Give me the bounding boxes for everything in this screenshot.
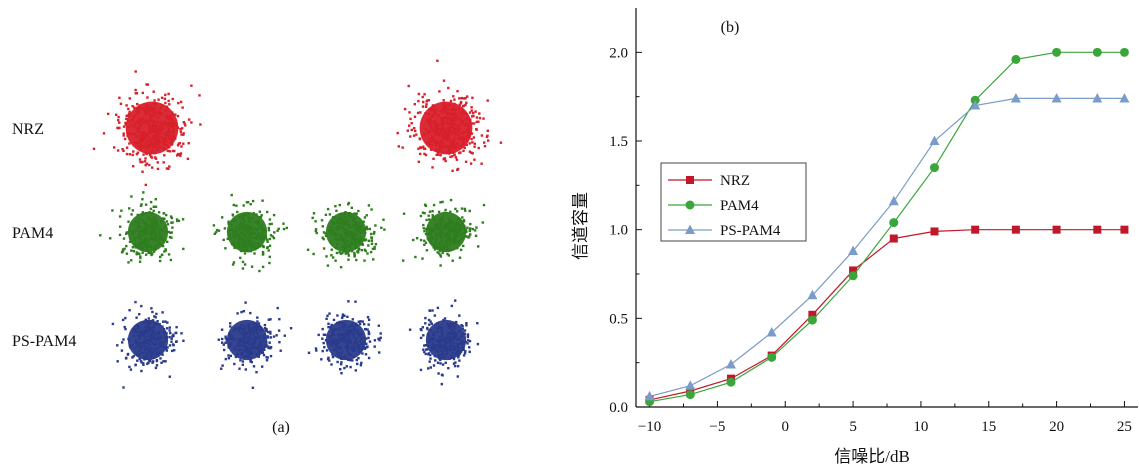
legend-label-ps-pam4: PS-PAM4 — [720, 223, 781, 239]
cluster-ps-pam4-2 — [217, 301, 293, 389]
legend-marker-nrz — [686, 176, 694, 184]
point-ps-pam4 — [970, 100, 981, 110]
row-label-pam4: PAM4 — [12, 225, 53, 242]
x-axis-label: 信噪比/dB — [834, 447, 910, 466]
point-nrz — [849, 266, 858, 275]
series-line-nrz — [649, 229, 1125, 401]
x-tick-label: 20 — [1049, 419, 1064, 435]
point-ps-pam4 — [888, 195, 899, 206]
legend-marker-ps-pam4 — [685, 224, 695, 234]
legend: NRZ PAM4 PS-PAM4 — [660, 162, 807, 242]
point-ps-pam4 — [1092, 92, 1103, 103]
point-ps-pam4 — [685, 380, 696, 390]
point-ps-pam4 — [807, 289, 818, 300]
point-pam4 — [1092, 47, 1102, 57]
point-pam4 — [807, 315, 817, 325]
point-pam4 — [929, 163, 939, 173]
cluster-pam4-1 — [99, 191, 185, 264]
series-line-ps-pam4 — [649, 97, 1125, 397]
panel-b-chart: (b) 0.0 0.5 1.0 1.5 2.0 −10 −5 0 5 10 15 20 25 信噪比/d… — [571, 8, 1138, 466]
point-nrz — [808, 310, 817, 319]
point-ps-pam4 — [848, 245, 859, 255]
point-ps-pam4 — [1119, 92, 1130, 103]
x-tick-label: 25 — [1117, 419, 1132, 435]
legend-box — [660, 162, 807, 242]
panel-a-constellations: NRZ PAM4 PS-PAM4 (a) — [12, 59, 503, 436]
point-nrz — [1052, 225, 1061, 234]
cluster-nrz-2 — [396, 59, 503, 172]
point-ps-pam4 — [929, 135, 940, 145]
cluster-pam4-2 — [212, 193, 288, 273]
series-layer — [644, 47, 1130, 407]
row-label-nrz: NRZ — [12, 121, 44, 138]
legend-marker-pam4 — [685, 200, 695, 210]
point-pam4 — [1119, 47, 1129, 57]
series-nrz — [645, 225, 1129, 404]
y-tick-label: 1.0 — [609, 223, 628, 239]
point-ps-pam4 — [1051, 92, 1062, 103]
row-labels: NRZ PAM4 PS-PAM4 — [12, 121, 76, 350]
x-tick-label: 15 — [981, 419, 996, 435]
panel-a-caption: (a) — [272, 419, 290, 436]
point-pam4 — [726, 377, 736, 387]
point-nrz — [971, 225, 980, 234]
point-ps-pam4 — [766, 327, 777, 337]
cluster-ps-pam4-1 — [111, 300, 185, 389]
cluster-nrz-1 — [92, 70, 202, 187]
point-pam4 — [1052, 47, 1062, 57]
point-pam4 — [767, 352, 777, 362]
y-tick-label: 0.5 — [609, 311, 628, 327]
point-pam4 — [685, 390, 695, 400]
point-nrz — [1093, 225, 1102, 234]
point-nrz — [930, 227, 939, 236]
x-tick-label: −5 — [709, 419, 725, 435]
point-ps-pam4 — [725, 358, 736, 369]
y-tick-label: 1.5 — [609, 134, 628, 150]
chart-axes: 0.0 0.5 1.0 1.5 2.0 −10 −5 0 5 10 15 20 25 — [609, 8, 1138, 435]
point-pam4 — [889, 218, 899, 228]
cluster-ps-pam4-4 — [408, 299, 480, 386]
x-tick-label: 5 — [849, 419, 857, 435]
constellation-clouds — [92, 59, 503, 389]
point-ps-pam4 — [1010, 92, 1021, 103]
cluster-ps-pam4-3 — [307, 300, 382, 375]
legend-label-pam4: PAM4 — [720, 198, 759, 214]
x-tick-label: 0 — [781, 419, 789, 435]
cluster-pam4-4 — [402, 198, 486, 267]
point-nrz — [1011, 225, 1020, 234]
point-ps-pam4 — [644, 390, 655, 401]
point-nrz — [889, 234, 898, 243]
y-tick-label: 0.0 — [609, 400, 628, 416]
series-ps-pam4 — [644, 92, 1130, 401]
point-pam4 — [1011, 54, 1021, 64]
x-tick-label: 10 — [913, 419, 928, 435]
legend-label-nrz: NRZ — [720, 173, 750, 189]
panel-b-label: (b) — [721, 19, 740, 36]
cluster-pam4-3 — [306, 201, 386, 269]
y-tick-label: 2.0 — [609, 45, 628, 61]
point-nrz — [1120, 225, 1129, 234]
point-pam4 — [848, 271, 858, 281]
x-tick-label: −10 — [638, 419, 661, 435]
y-axis-label: 信道容量 — [571, 192, 590, 260]
row-label-ps-pam4: PS-PAM4 — [12, 333, 76, 350]
